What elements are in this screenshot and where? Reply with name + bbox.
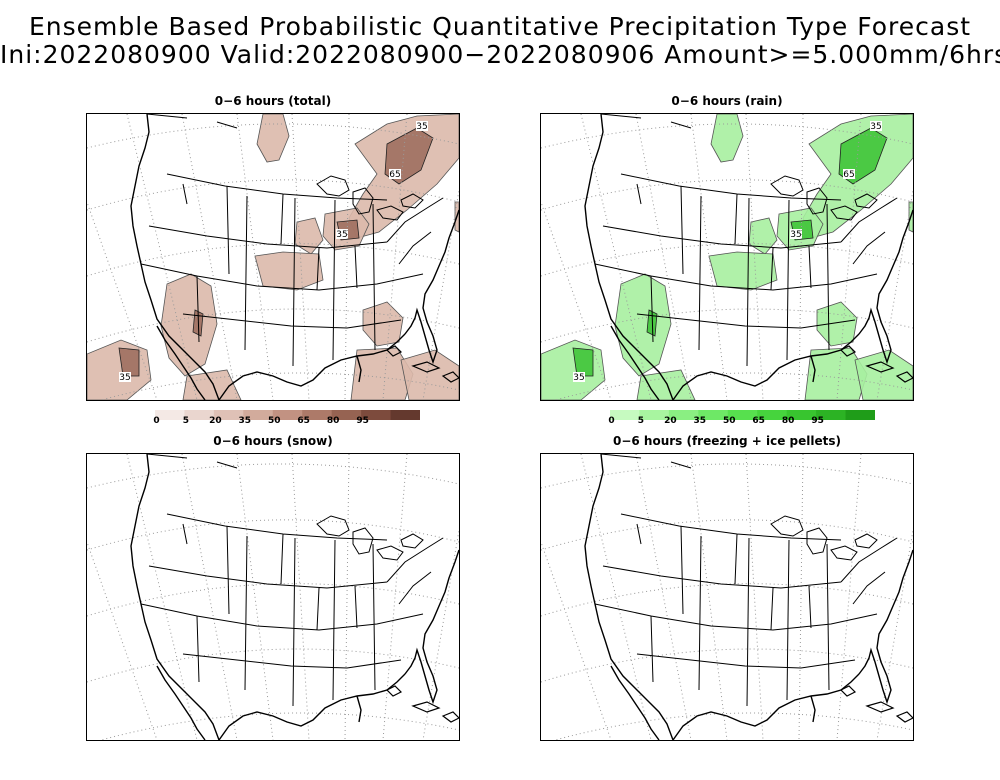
colorbar-tick-label: 65 <box>297 416 310 426</box>
colorbar-tick-label: 95 <box>811 416 824 426</box>
colorbar-tick-label: 80 <box>781 416 795 426</box>
map-panel-snow <box>86 453 460 741</box>
colorbar-total-labels: 0 5 20 35 50 65 80 95 <box>153 416 420 428</box>
colorbar-swatch <box>272 410 303 420</box>
panel-title-snow: 0−6 hours (snow) <box>213 434 333 448</box>
figure-title-line2: Ini:2022080900 Valid:2022080900−20220809… <box>0 40 1000 69</box>
colorbar-swatch <box>668 410 699 420</box>
colorbar-tick-label: 20 <box>664 416 677 426</box>
colorbar-swatch <box>302 410 333 420</box>
colorbar-total <box>155 405 421 424</box>
colorbar-swatch <box>727 410 758 420</box>
colorbar-swatch <box>184 410 215 420</box>
colorbar-tick-label: 5 <box>182 416 190 426</box>
contour-label: 65 <box>843 170 854 180</box>
colorbar-swatch <box>390 410 421 420</box>
colorbar-tick-label: 35 <box>238 416 252 426</box>
colorbar-rain <box>610 405 876 424</box>
colorbar-swatch <box>757 410 788 420</box>
colorbar-tick-label: 65 <box>752 416 765 426</box>
colorbar-swatch <box>331 410 362 420</box>
colorbar-swatch <box>845 410 876 420</box>
contour-label: 35 <box>416 122 427 132</box>
panel-title-total: 0−6 hours (total) <box>214 94 332 108</box>
contour-label: 35 <box>573 373 584 383</box>
contour-label: 35 <box>790 230 801 240</box>
contour-label: 35 <box>119 373 130 383</box>
panel-title-rain: 0−6 hours (rain) <box>671 94 783 108</box>
colorbar-swatch <box>639 410 670 420</box>
map-total: 35 65 35 35 <box>87 114 459 400</box>
contour-label: 35 <box>336 230 347 240</box>
map-snow <box>87 454 459 740</box>
map-panel-freezing <box>540 453 914 741</box>
colorbar-tick-label: 35 <box>693 416 707 426</box>
colorbar-tick-label: 50 <box>267 416 281 426</box>
colorbar-swatch <box>698 410 729 420</box>
panel-title-freezing: 0−6 hours (freezing + ice pellets) <box>612 434 842 448</box>
map-rain: 35 65 35 35 <box>541 114 913 400</box>
figure-title-line1: Ensemble Based Probabilistic Quantitativ… <box>28 12 972 41</box>
colorbar-swatch <box>243 410 274 420</box>
colorbar-tick-label: 0 <box>608 416 615 426</box>
colorbar-tick-label: 50 <box>722 416 736 426</box>
map-panel-total: 35 65 35 35 <box>86 113 460 401</box>
colorbar-swatch <box>155 410 185 420</box>
colorbar-tick-label: 20 <box>209 416 222 426</box>
contour-label: 65 <box>389 170 400 180</box>
colorbar-rain-labels: 0 5 20 35 50 65 80 95 <box>608 416 875 428</box>
colorbar-swatch <box>786 410 817 420</box>
colorbar-tick-label: 80 <box>326 416 340 426</box>
map-panel-rain: 35 65 35 35 <box>540 113 914 401</box>
colorbar-tick-label: 0 <box>153 416 160 426</box>
map-freezing <box>541 454 913 740</box>
colorbar-swatch <box>816 410 847 420</box>
colorbar-swatch <box>610 410 640 420</box>
colorbar-swatch <box>213 410 244 420</box>
colorbar-tick-label: 95 <box>356 416 369 426</box>
colorbar-tick-label: 5 <box>637 416 645 426</box>
colorbar-swatch <box>361 410 392 420</box>
contour-label: 35 <box>870 122 881 132</box>
